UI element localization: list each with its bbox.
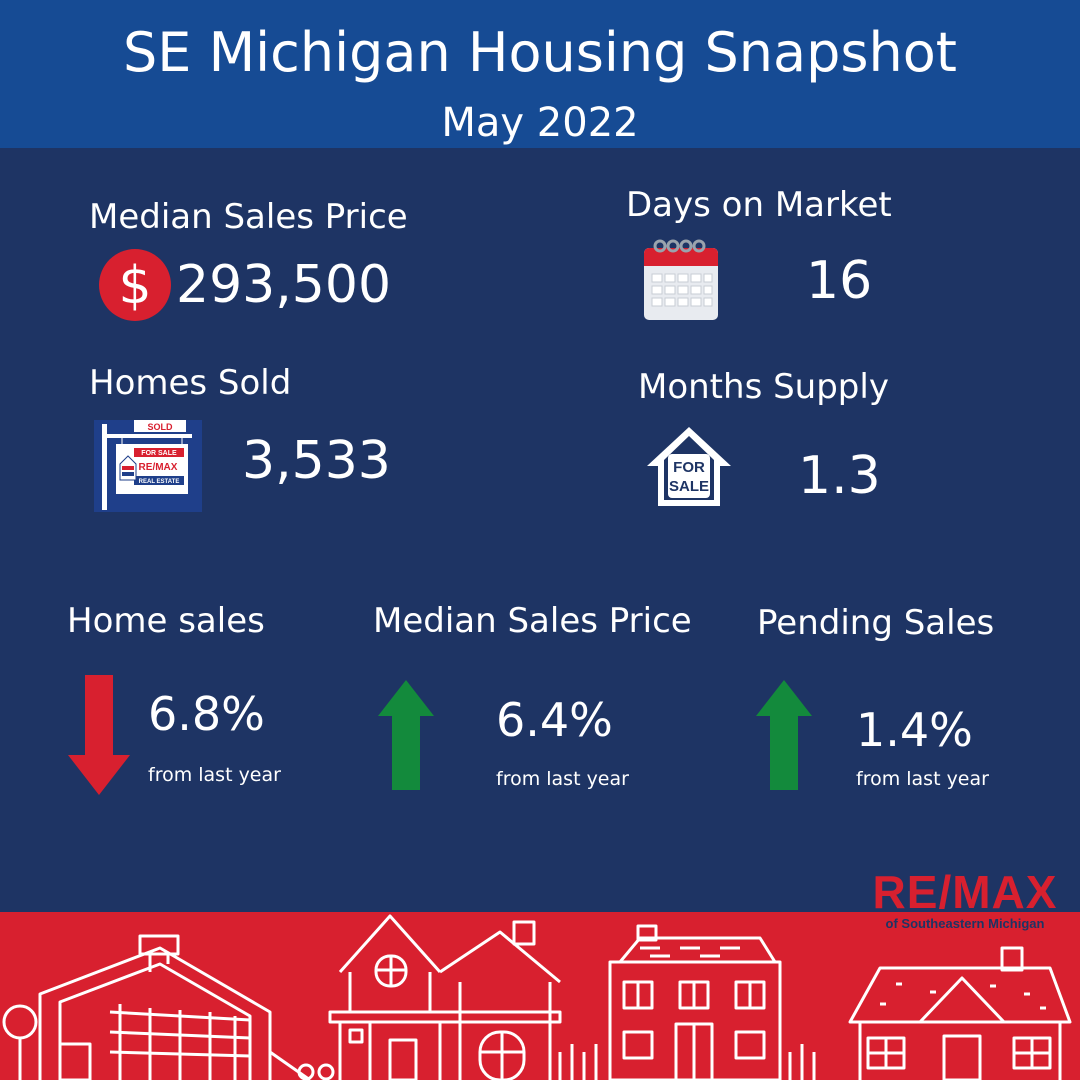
homes-sold-value: 3,533 bbox=[242, 431, 391, 491]
sold-rider-text: SOLD bbox=[147, 422, 173, 432]
calendar-icon bbox=[644, 239, 718, 320]
sign-realestate-text: REAL ESTATE bbox=[139, 479, 180, 485]
median-price-label: Median Sales Price bbox=[89, 197, 408, 237]
arrow-down-icon bbox=[68, 675, 130, 795]
house-illustration bbox=[558, 924, 816, 1080]
median-price-change-value: 6.4% bbox=[496, 693, 613, 747]
months-supply-label: Months Supply bbox=[638, 367, 889, 407]
days-on-market-value: 16 bbox=[806, 251, 873, 311]
header-banner bbox=[0, 0, 1080, 148]
home-sales-change-note: from last year bbox=[148, 764, 281, 786]
remax-logo: RE/MAX of Southeastern Michigan bbox=[855, 868, 1075, 931]
homes-sold-label: Homes Sold bbox=[89, 363, 292, 403]
dollar-icon: $ bbox=[99, 249, 171, 321]
logo-main-text: RE/MAX bbox=[872, 866, 1058, 918]
page-subtitle: May 2022 bbox=[441, 100, 639, 146]
median-price-value: 293,500 bbox=[176, 255, 392, 315]
house-sign-text-1: FOR bbox=[673, 459, 705, 476]
sign-brand-text: RE/MAX bbox=[139, 462, 178, 473]
house-illustration bbox=[848, 946, 1072, 1080]
page-title: SE Michigan Housing Snapshot bbox=[123, 21, 957, 84]
months-supply-value: 1.3 bbox=[798, 446, 881, 506]
logo-sub-text: of Southeastern Michigan bbox=[885, 916, 1045, 931]
sold-sign-icon: SOLD FOR SALE RE/MAX REAL ESTATE bbox=[94, 420, 202, 512]
house-illustration bbox=[328, 914, 562, 1080]
pending-sales-change-value: 1.4% bbox=[856, 703, 973, 757]
arrow-up-icon bbox=[378, 680, 434, 790]
for-sale-sign-text: FOR SALE bbox=[141, 450, 177, 457]
svg-text:$: $ bbox=[118, 256, 151, 316]
median-price-change-note: from last year bbox=[496, 768, 629, 790]
pending-sales-change-note: from last year bbox=[856, 768, 989, 790]
houses-illustration bbox=[2, 914, 1072, 1080]
pending-sales-change-label: Pending Sales bbox=[757, 603, 995, 643]
days-on-market-label: Days on Market bbox=[626, 185, 892, 225]
house-sign-text-2: SALE bbox=[669, 478, 709, 495]
arrow-up-icon bbox=[756, 680, 812, 790]
footer-banner bbox=[0, 912, 1080, 1080]
median-price-change-label: Median Sales Price bbox=[373, 601, 692, 641]
home-sales-change-value: 6.8% bbox=[148, 687, 265, 741]
home-sales-change-label: Home sales bbox=[67, 601, 265, 641]
house-illustration bbox=[2, 934, 335, 1080]
for-sale-house-icon: FOR SALE bbox=[647, 427, 731, 506]
